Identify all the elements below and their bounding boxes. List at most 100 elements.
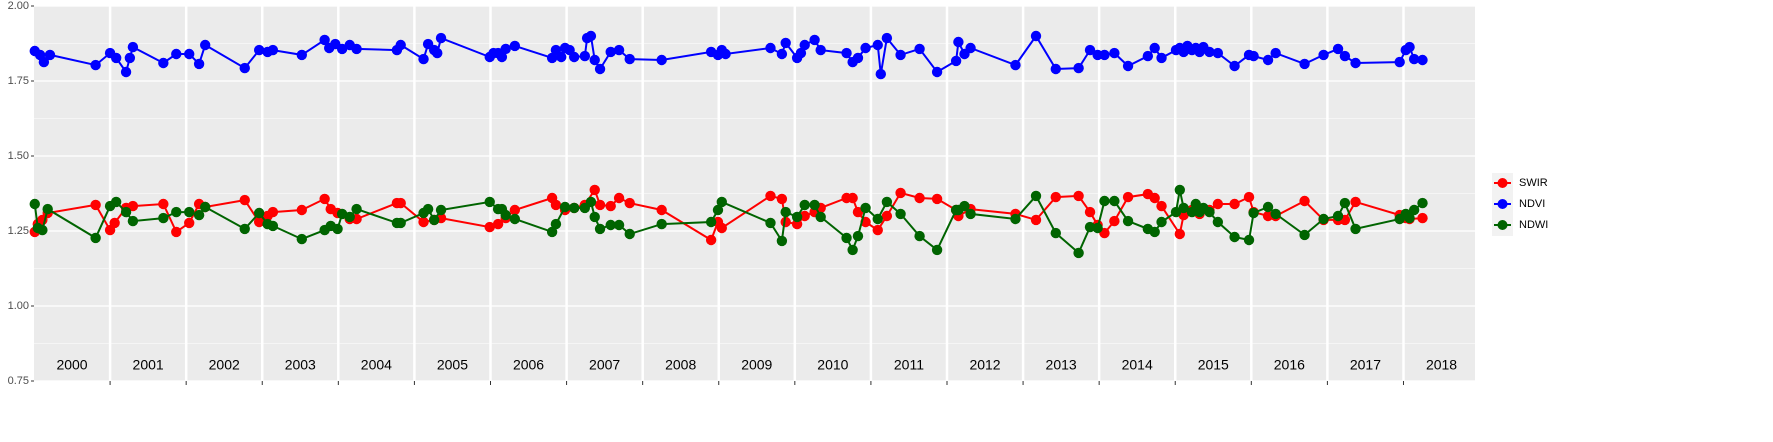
- point: [1092, 222, 1103, 234]
- year-label: 2016: [1274, 357, 1305, 373]
- point: [1178, 202, 1189, 214]
- year-label: 2003: [285, 357, 316, 373]
- point: [1332, 43, 1344, 55]
- legend-point: [1497, 178, 1508, 188]
- point: [568, 51, 580, 63]
- point: [872, 213, 883, 225]
- year-label: 2006: [513, 357, 544, 373]
- point: [860, 42, 871, 54]
- point: [1404, 41, 1415, 53]
- point: [953, 36, 964, 48]
- y-tick-label: 1.25: [8, 225, 29, 237]
- year-label: 2007: [589, 357, 620, 373]
- point: [712, 204, 724, 216]
- point: [109, 217, 120, 229]
- point: [589, 184, 600, 196]
- point: [1030, 190, 1042, 202]
- point: [720, 48, 731, 60]
- point: [351, 43, 362, 55]
- point: [254, 216, 265, 228]
- point: [852, 206, 864, 218]
- point: [852, 230, 864, 242]
- point: [1417, 54, 1428, 66]
- point: [90, 59, 101, 71]
- point: [124, 52, 136, 64]
- point: [422, 203, 434, 215]
- point: [776, 235, 788, 247]
- point: [550, 199, 562, 211]
- point: [780, 206, 791, 218]
- point: [624, 53, 635, 65]
- point: [799, 210, 810, 222]
- point: [765, 190, 776, 202]
- point: [267, 44, 279, 56]
- point: [1186, 206, 1198, 218]
- point: [1243, 191, 1255, 203]
- point: [395, 197, 406, 209]
- point: [239, 62, 250, 74]
- point: [90, 199, 101, 211]
- year-label: 2012: [969, 357, 1000, 373]
- point: [795, 47, 807, 59]
- point: [42, 203, 53, 215]
- point: [860, 202, 871, 214]
- point: [1350, 57, 1361, 69]
- point: [199, 39, 211, 51]
- point: [171, 226, 182, 238]
- point: [110, 196, 122, 208]
- point: [120, 206, 132, 218]
- point: [158, 57, 169, 69]
- point: [776, 48, 788, 60]
- point: [605, 200, 616, 212]
- point: [184, 217, 195, 229]
- point: [319, 193, 330, 205]
- point: [509, 204, 521, 216]
- point: [1350, 196, 1361, 208]
- year-label: 2011: [894, 357, 924, 373]
- point: [1248, 207, 1259, 219]
- point: [332, 223, 343, 235]
- point: [193, 209, 205, 221]
- point: [29, 198, 40, 210]
- point: [1030, 214, 1042, 226]
- point: [895, 49, 906, 61]
- point: [815, 211, 826, 223]
- point: [716, 196, 727, 208]
- point: [351, 203, 362, 215]
- point: [852, 52, 864, 64]
- point: [1099, 195, 1110, 207]
- point: [239, 223, 250, 235]
- point: [296, 49, 308, 61]
- point: [705, 234, 717, 246]
- point: [914, 230, 925, 242]
- point: [624, 228, 635, 240]
- point: [395, 217, 406, 229]
- point: [500, 43, 511, 55]
- point: [1248, 50, 1259, 62]
- point: [1332, 210, 1344, 222]
- point: [171, 48, 182, 60]
- point: [1149, 42, 1160, 54]
- point: [594, 63, 606, 75]
- year-label: 2013: [1046, 357, 1077, 373]
- point: [1299, 58, 1310, 70]
- point: [1204, 46, 1215, 58]
- point: [1339, 197, 1351, 209]
- point: [418, 53, 429, 65]
- y-tick-label: 1.50: [8, 150, 29, 162]
- point: [1156, 52, 1167, 64]
- point: [171, 206, 182, 218]
- legend-point: [1497, 199, 1508, 209]
- point: [199, 201, 211, 213]
- point: [585, 30, 597, 42]
- point: [965, 42, 976, 54]
- point: [1084, 206, 1096, 218]
- point: [931, 193, 943, 205]
- point: [1299, 229, 1310, 241]
- point: [914, 43, 925, 55]
- point: [1122, 191, 1134, 203]
- point: [872, 39, 883, 51]
- year-label: 2017: [1350, 357, 1381, 373]
